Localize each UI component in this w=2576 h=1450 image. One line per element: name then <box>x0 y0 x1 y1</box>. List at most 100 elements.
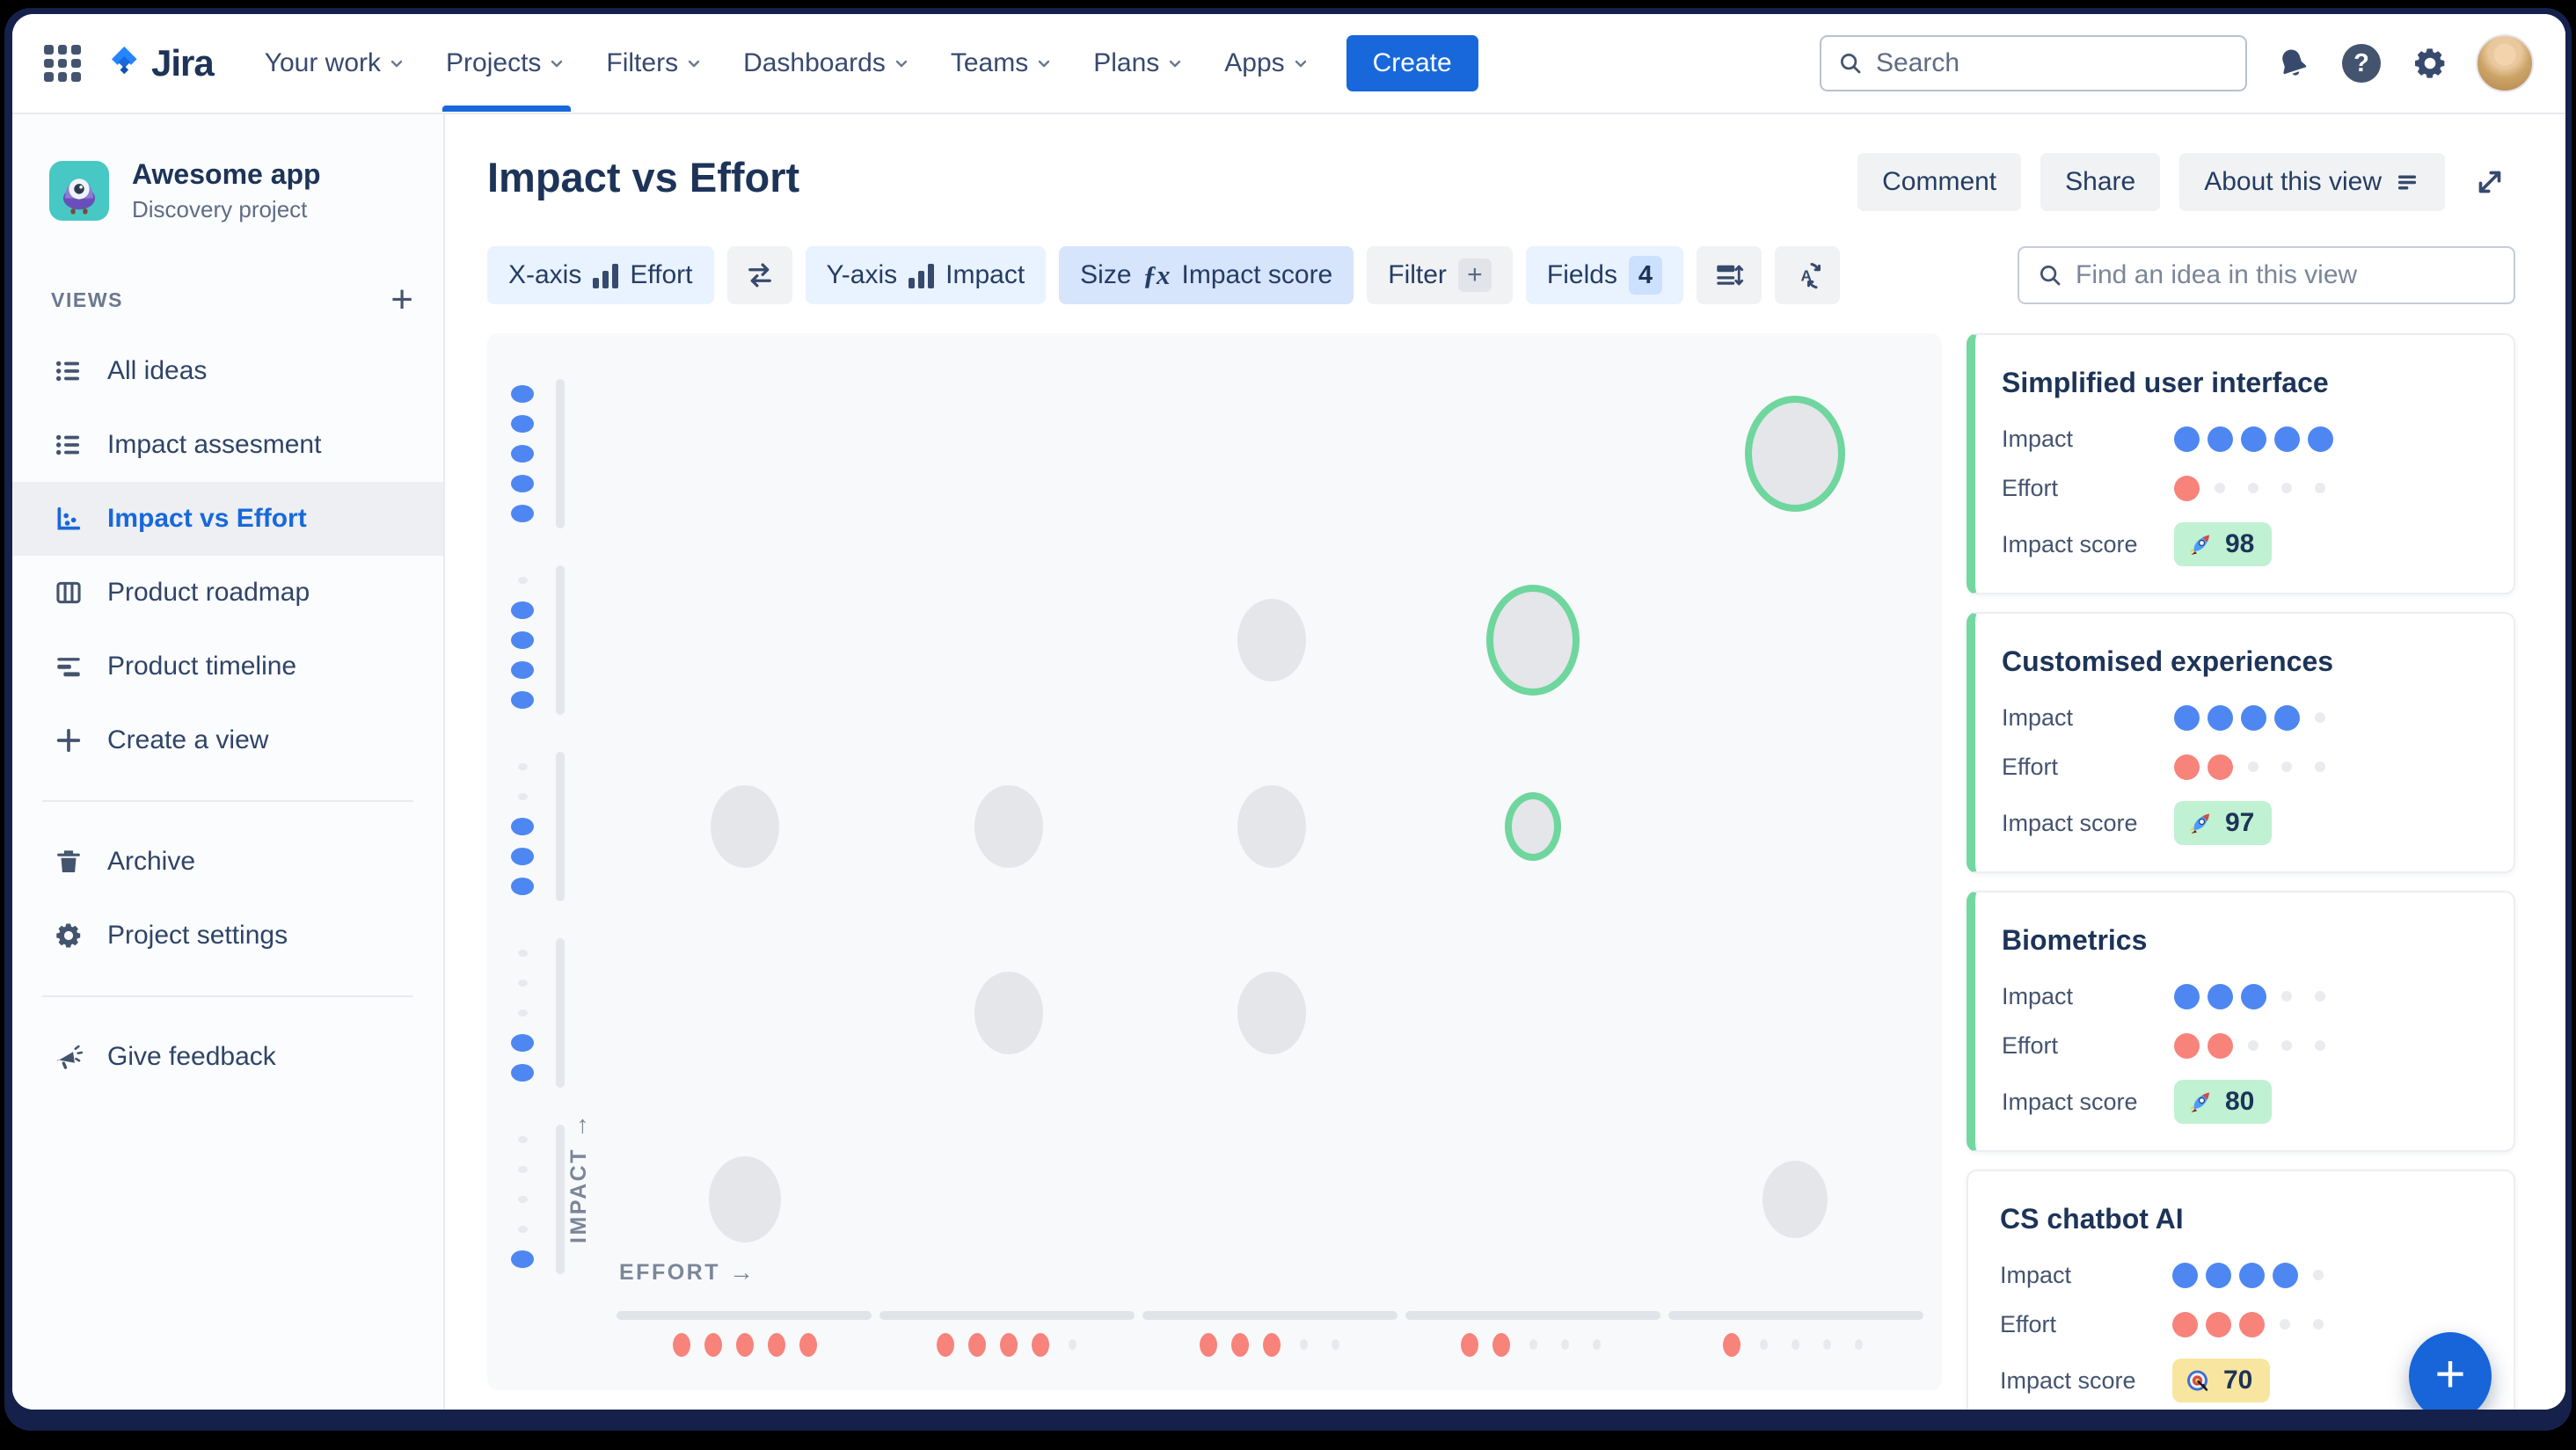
rating-dot-filled <box>2207 983 2233 1009</box>
swap-axes-button[interactable] <box>726 246 792 304</box>
sidebar-item-label: Project settings <box>107 921 288 950</box>
project-avatar <box>49 161 109 221</box>
chart-bubble[interactable] <box>711 785 779 868</box>
nav-item-plans[interactable]: Plans <box>1077 33 1201 94</box>
nav-item-apps[interactable]: Apps <box>1208 33 1326 94</box>
sidebar-item-impact-assesment[interactable]: Impact assesment <box>12 408 443 482</box>
comment-button[interactable]: Comment <box>1857 153 2022 211</box>
chart-bubble[interactable] <box>974 972 1043 1054</box>
user-avatar[interactable] <box>2476 34 2534 92</box>
effort-rating <box>2174 473 2341 503</box>
sidebar-item-product-roadmap[interactable]: Product roadmap <box>12 556 443 630</box>
effort-rating-dot <box>1492 1333 1510 1357</box>
impact-rating-dot <box>511 385 534 403</box>
chart-bubble-biometrics[interactable] <box>1505 792 1561 861</box>
jira-logo-icon <box>106 44 144 83</box>
find-idea-search[interactable] <box>2018 246 2515 304</box>
y-axis-segment <box>556 565 565 715</box>
x-axis-chip[interactable]: X-axis Effort <box>487 246 714 304</box>
chevron-down-icon <box>546 53 567 74</box>
global-search[interactable] <box>1820 35 2247 91</box>
impact-score-badge: 80 <box>2174 1080 2273 1124</box>
effort-rating-dot <box>1263 1333 1281 1357</box>
size-chip[interactable]: Size ƒx Impact score <box>1059 246 1354 304</box>
chart-bubble[interactable] <box>1237 972 1306 1054</box>
find-idea-input[interactable] <box>2076 260 2496 290</box>
chart-bubble-customised-experiences[interactable] <box>1486 585 1580 696</box>
sidebar-item-archive[interactable]: Archive <box>12 825 443 899</box>
nav-item-projects[interactable]: Projects <box>430 33 583 112</box>
formula-fx-icon: ƒx <box>1142 259 1171 290</box>
impact-rating-dot-empty <box>518 1009 528 1016</box>
impact-rating-dot <box>511 505 534 522</box>
chart-bubble[interactable] <box>1237 785 1306 868</box>
list-icon <box>51 430 86 460</box>
rating-dot-empty <box>2313 1319 2324 1330</box>
nav-item-dashboards[interactable]: Dashboards <box>727 33 928 94</box>
y-axis-chip[interactable]: Y-axis Impact <box>805 246 1047 304</box>
impact-score-value: 98 <box>2225 529 2255 558</box>
sidebar-item-label: Impact assesment <box>107 430 322 459</box>
rating-dot-filled <box>2241 704 2266 731</box>
search-input[interactable] <box>1876 48 2229 78</box>
sort-button[interactable]: A <box>1774 246 1840 304</box>
field-label: Impact <box>2002 982 2074 1009</box>
chart-bubble[interactable] <box>974 785 1043 868</box>
notifications-bell-icon[interactable] <box>2270 40 2316 86</box>
create-idea-button[interactable]: + <box>2409 1332 2492 1410</box>
rating-dot-filled <box>2172 1262 2198 1288</box>
impact-rating-dot-empty <box>518 1166 528 1173</box>
chart-bubble-simplified-user-interface[interactable] <box>1745 396 1845 512</box>
effort-rating-dot <box>937 1333 954 1357</box>
about-view-button[interactable]: About this view <box>2179 153 2445 211</box>
fullscreen-expand-icon[interactable] <box>2464 157 2515 208</box>
rating-dot-filled <box>2207 426 2233 452</box>
create-button[interactable]: Create <box>1346 35 1478 91</box>
sidebar-item-impact-vs-effort[interactable]: Impact vs Effort <box>12 482 443 556</box>
card-field-row: Effort <box>2002 1031 2482 1060</box>
sidebar-item-label: Create a view <box>107 725 269 754</box>
idea-card-biometrics[interactable]: Biometrics Impact Effort Impact score 80 <box>1967 891 2515 1152</box>
effort-rating-dot <box>768 1333 785 1357</box>
rocket-icon <box>2186 1088 2215 1116</box>
sidebar-item-give-feedback[interactable]: Give feedback <box>12 1020 443 1094</box>
impact-rating-dot <box>511 445 534 463</box>
top-nav: Jira Your work Projects Filters Dashboards T… <box>12 14 2565 114</box>
sidebar-item-project-settings[interactable]: Project settings <box>12 899 443 973</box>
app-switcher-icon[interactable] <box>44 45 81 82</box>
rating-dot-empty <box>2281 761 2292 772</box>
nav-item-teams[interactable]: Teams <box>935 33 1070 94</box>
chart-bubble[interactable] <box>709 1156 781 1242</box>
effort-rating-dot-empty <box>1529 1339 1537 1350</box>
card-size-button[interactable] <box>1696 246 1762 304</box>
rating-dot-filled <box>2239 1311 2265 1337</box>
impact-rating <box>2174 703 2341 732</box>
rating-dot-empty <box>2281 991 2292 1002</box>
jira-logo[interactable]: Jira <box>106 42 215 84</box>
help-icon[interactable]: ? <box>2339 40 2384 86</box>
share-button[interactable]: Share <box>2040 153 2161 211</box>
nav-item-filters[interactable]: Filters <box>590 33 720 94</box>
sidebar-item-all-ideas[interactable]: All ideas <box>12 334 443 408</box>
add-view-icon[interactable]: + <box>390 278 413 321</box>
rating-dot-empty <box>2315 483 2325 493</box>
settings-gear-icon[interactable] <box>2407 40 2453 86</box>
field-label: Effort <box>2002 753 2059 780</box>
idea-card-simplified-user-interface[interactable]: Simplified user interface Impact Effort Imp… <box>1967 333 2515 594</box>
chart-bubble[interactable] <box>1237 599 1306 681</box>
rating-dot-filled <box>2207 704 2233 731</box>
sidebar-item-create-a-view[interactable]: Create a view <box>12 703 443 777</box>
idea-card-customised-experiences[interactable]: Customised experiences Impact Effort Impact… <box>1967 612 2515 873</box>
sidebar-item-product-timeline[interactable]: Product timeline <box>12 630 443 703</box>
fields-chip[interactable]: Fields 4 <box>1525 246 1683 304</box>
impact-effort-chart: IMPACT → EFFORT → <box>487 333 1942 1390</box>
impact-rating-dot <box>511 601 534 619</box>
chevron-down-icon <box>683 53 704 74</box>
chart-bubble[interactable] <box>1762 1161 1828 1238</box>
view-toolbar: X-axis Effort Y-axis Impact Size ƒx <box>487 246 2515 304</box>
filter-chip[interactable]: Filter + <box>1367 246 1513 304</box>
idea-card-cs-chatbot-ai[interactable]: CS chatbot AI Impact Effort Impact score 70 <box>1967 1169 2515 1410</box>
project-header[interactable]: Awesome app Discovery project <box>12 158 443 223</box>
nav-item-your-work[interactable]: Your work <box>249 33 423 94</box>
scatter-icon <box>51 504 86 534</box>
